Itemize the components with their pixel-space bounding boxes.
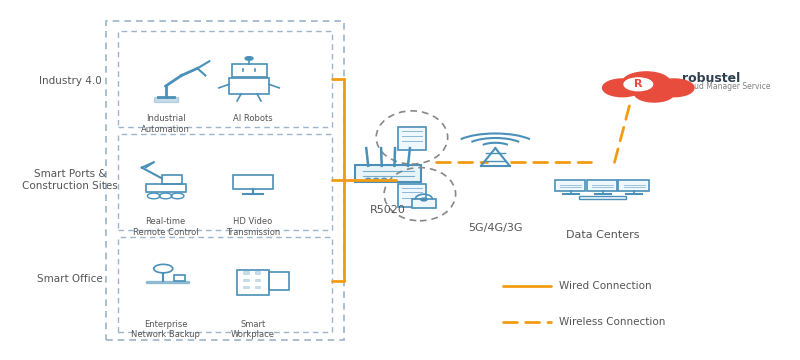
Text: Smart
Workplace: Smart Workplace <box>231 320 275 339</box>
Circle shape <box>421 198 427 201</box>
Text: R5020: R5020 <box>370 205 406 215</box>
Circle shape <box>602 79 642 97</box>
Text: Smart Ports &
Construction Sites: Smart Ports & Construction Sites <box>22 169 118 191</box>
Bar <box>146 184 186 192</box>
Bar <box>269 272 289 290</box>
Circle shape <box>624 78 653 91</box>
Circle shape <box>634 84 674 102</box>
Circle shape <box>382 178 386 180</box>
Bar <box>162 175 182 184</box>
Bar <box>586 180 617 191</box>
Text: robustel: robustel <box>682 72 740 85</box>
Bar <box>146 281 190 283</box>
Bar <box>243 271 249 274</box>
Bar <box>618 180 649 191</box>
Circle shape <box>622 72 670 93</box>
Bar <box>154 97 178 102</box>
Text: R: R <box>634 78 642 89</box>
Bar <box>555 180 585 191</box>
Text: HD Video
Transmission: HD Video Transmission <box>226 217 280 237</box>
Bar <box>578 196 626 199</box>
Text: Real-time
Remote Control: Real-time Remote Control <box>133 217 198 237</box>
Text: 5G/4G/3G: 5G/4G/3G <box>468 222 522 233</box>
Text: Cloud Manager Service: Cloud Manager Service <box>682 82 770 91</box>
Text: Data Centers: Data Centers <box>566 230 639 240</box>
Bar <box>237 270 269 295</box>
Bar <box>231 64 266 77</box>
Circle shape <box>245 57 253 60</box>
Bar <box>243 285 249 288</box>
Text: Wireless Connection: Wireless Connection <box>559 317 666 327</box>
Bar <box>254 271 260 274</box>
FancyBboxPatch shape <box>354 165 422 183</box>
Bar <box>254 279 260 281</box>
Text: Industry 4.0: Industry 4.0 <box>39 76 102 86</box>
Circle shape <box>366 178 370 180</box>
Bar <box>243 279 249 281</box>
Text: Smart Office: Smart Office <box>38 274 103 284</box>
Circle shape <box>374 178 378 180</box>
Text: Industrial
Automation: Industrial Automation <box>142 114 190 134</box>
Bar <box>229 78 269 94</box>
Bar <box>174 275 186 281</box>
Text: Enterprise
Network Backup: Enterprise Network Backup <box>131 320 200 339</box>
Text: AI Robots: AI Robots <box>234 114 273 123</box>
Bar <box>398 184 426 207</box>
Bar <box>254 285 260 288</box>
Circle shape <box>654 79 694 97</box>
Bar <box>398 127 426 150</box>
Bar <box>233 175 273 189</box>
Bar <box>412 199 436 208</box>
Text: Wired Connection: Wired Connection <box>559 281 651 291</box>
